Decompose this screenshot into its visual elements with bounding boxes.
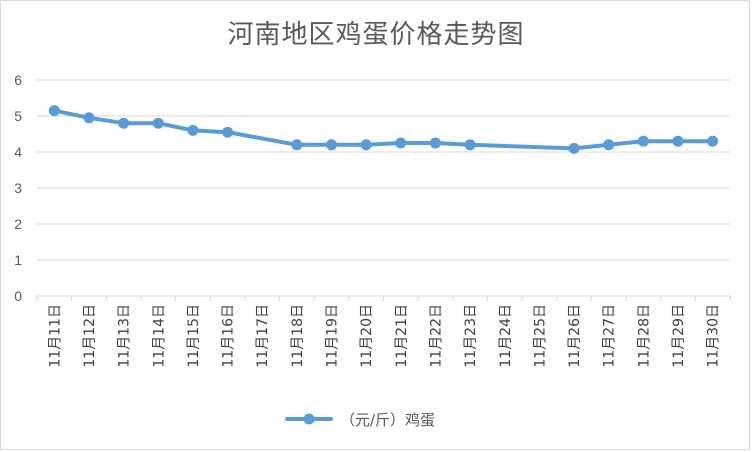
x-tick-label: 11月13日 bbox=[117, 304, 133, 368]
y-tick-label: 4 bbox=[14, 144, 22, 160]
data-point bbox=[707, 135, 719, 147]
x-tick-label: 11月18日 bbox=[290, 304, 306, 368]
y-tick-label: 2 bbox=[14, 216, 22, 232]
x-tick-label: 11月16日 bbox=[221, 304, 237, 368]
x-tick-label: 11月17日 bbox=[255, 304, 271, 368]
y-tick-label: 1 bbox=[14, 252, 22, 268]
x-tick-label: 11月14日 bbox=[151, 304, 167, 368]
data-point bbox=[222, 126, 234, 138]
data-point bbox=[48, 105, 60, 117]
data-point bbox=[83, 112, 95, 124]
x-tick-label: 11月29日 bbox=[671, 304, 687, 368]
y-tick-label: 5 bbox=[14, 108, 22, 124]
x-tick-label: 11月23日 bbox=[463, 304, 479, 368]
y-tick-label: 6 bbox=[14, 72, 22, 88]
chart-title: 河南地区鸡蛋价格走势图 bbox=[227, 20, 525, 50]
x-tick-label: 11月26日 bbox=[567, 304, 583, 368]
data-point bbox=[291, 139, 303, 151]
data-point bbox=[637, 135, 649, 147]
data-point bbox=[326, 139, 338, 151]
x-tick-label: 11月19日 bbox=[325, 304, 341, 368]
data-point bbox=[118, 117, 130, 129]
x-tick-label: 11月12日 bbox=[82, 304, 98, 368]
data-point bbox=[152, 117, 164, 129]
y-tick-label: 0 bbox=[14, 288, 22, 304]
data-point bbox=[464, 139, 476, 151]
data-point bbox=[603, 139, 615, 151]
y-tick-label: 3 bbox=[14, 180, 22, 196]
legend-label: （元/斤）鸡蛋 bbox=[340, 411, 435, 429]
x-tick-label: 11月27日 bbox=[602, 304, 618, 368]
x-tick-label: 11月21日 bbox=[394, 304, 410, 368]
legend-marker bbox=[303, 413, 315, 425]
data-point bbox=[672, 135, 684, 147]
data-point bbox=[187, 124, 199, 136]
x-tick-label: 11月15日 bbox=[186, 304, 202, 368]
x-tick-label: 11月22日 bbox=[428, 304, 444, 368]
x-tick-label: 11月30日 bbox=[706, 304, 722, 368]
x-tick-label: 11月25日 bbox=[532, 304, 548, 368]
x-tick-label: 11月20日 bbox=[359, 304, 375, 368]
data-point bbox=[568, 142, 580, 154]
data-point bbox=[360, 139, 372, 151]
data-point bbox=[395, 137, 407, 149]
data-point bbox=[429, 137, 441, 149]
x-tick-label: 11月28日 bbox=[636, 304, 652, 368]
x-tick-label: 11月11日 bbox=[47, 304, 63, 368]
x-tick-label: 11月24日 bbox=[498, 304, 514, 368]
